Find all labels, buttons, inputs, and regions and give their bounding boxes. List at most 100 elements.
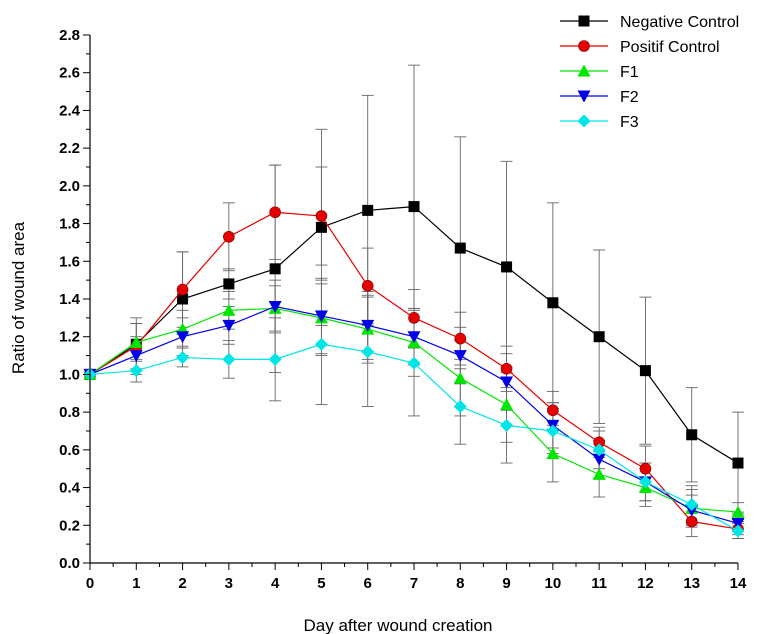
legend-label: Negative Control [620,14,739,31]
data-point [685,498,699,512]
data-point [546,424,560,438]
data-point [222,303,236,316]
data-point [685,515,698,528]
x-tick-label: 5 [317,575,325,592]
data-point [731,505,745,518]
data-point [314,310,328,323]
data-point [407,331,421,344]
y-axis: 0.0 0.2 0.4 0.6 0.8 1.0 1.2 1.4 1.6 1.8 2.0 2.2 2.4 2… [59,27,91,572]
data-point [639,365,651,377]
y-tick-label: 0.6 [59,442,80,459]
legend-label: F2 [620,89,639,106]
data-point [501,261,513,273]
data-point [268,352,282,366]
data-point [315,221,327,233]
legend-label: F1 [620,64,639,81]
data-point [593,331,605,343]
x-tick-label: 13 [683,575,700,592]
x-tick-label: 3 [225,575,233,592]
y-tick-label: 0.2 [59,517,80,534]
data-point [176,350,190,364]
y-tick-label: 1.0 [59,366,80,383]
data-point [408,201,420,213]
data-point [129,350,143,363]
y-tick-label: 0.0 [59,555,80,572]
data-point [592,467,606,480]
x-tick-label: 8 [456,575,464,592]
data-point [592,443,606,457]
y-tick-label: 1.8 [59,216,80,233]
data-point [269,263,281,275]
data-point [222,352,236,366]
x-tick-label: 1 [132,575,140,592]
x-tick-label: 12 [637,575,654,592]
y-tick-label: 1.6 [59,253,80,270]
y-axis-title: Ratio of wound area [9,221,28,374]
y-tick-label: 2.0 [59,178,80,195]
x-tick-label: 4 [271,575,280,592]
data-point [314,337,328,351]
error-bars [130,283,744,539]
x-axis: 0 1 2 3 4 5 6 7 8 9 10 11 12 13 14 [86,562,747,592]
data-point [731,524,745,538]
data-point [453,350,467,363]
data-point [546,447,560,460]
y-tick-label: 2.4 [59,102,81,119]
data-point [454,242,466,254]
data-point [361,279,374,292]
data-point [362,204,374,216]
data-point [176,283,189,296]
data-point [500,418,514,432]
legend-label: F3 [620,114,639,131]
data-point [732,457,744,469]
data-point [407,356,421,370]
legend-marker [577,90,591,103]
data-point [129,335,143,348]
data-point [223,278,235,290]
series [83,337,745,538]
x-tick-label: 14 [730,575,747,592]
data-point [176,331,190,344]
y-tick-label: 0.4 [59,480,81,497]
error-bars [130,277,744,536]
data-point [592,453,606,466]
data-point [129,364,143,378]
y-tick-label: 1.4 [59,291,81,308]
legend-marker [578,40,590,52]
legend-marker [578,15,590,27]
data-point [686,429,698,441]
data-point [547,297,559,309]
y-tick-label: 2.2 [59,140,80,157]
data-point [177,293,189,305]
x-tick-label: 0 [86,575,94,592]
data-point [500,398,514,411]
data-point [268,301,282,314]
data-point [500,376,514,389]
x-tick-label: 7 [410,575,418,592]
series [84,201,744,469]
data-point [500,362,513,375]
legend-label: Positif Control [620,39,720,56]
x-tick-label: 9 [502,575,510,592]
data-point [361,319,375,332]
data-point [315,210,328,222]
data-point [454,332,467,345]
data-point [638,475,652,489]
x-tick-label: 2 [178,575,186,592]
legend-marker [577,114,591,128]
data-point [453,399,467,413]
data-point [547,404,559,417]
data-point [408,312,420,324]
x-tick-label: 11 [591,575,607,592]
data-point [269,206,281,219]
data-point [731,517,745,530]
error-bars [130,164,744,539]
plot-area [83,64,745,539]
data-point [453,371,467,384]
data-point [361,345,375,359]
data-point [223,230,235,243]
legend: Negative Control Positif Control F1 F2 F3 [560,14,739,131]
y-tick-label: 1.2 [59,329,80,346]
y-tick-label: 0.8 [59,404,80,421]
